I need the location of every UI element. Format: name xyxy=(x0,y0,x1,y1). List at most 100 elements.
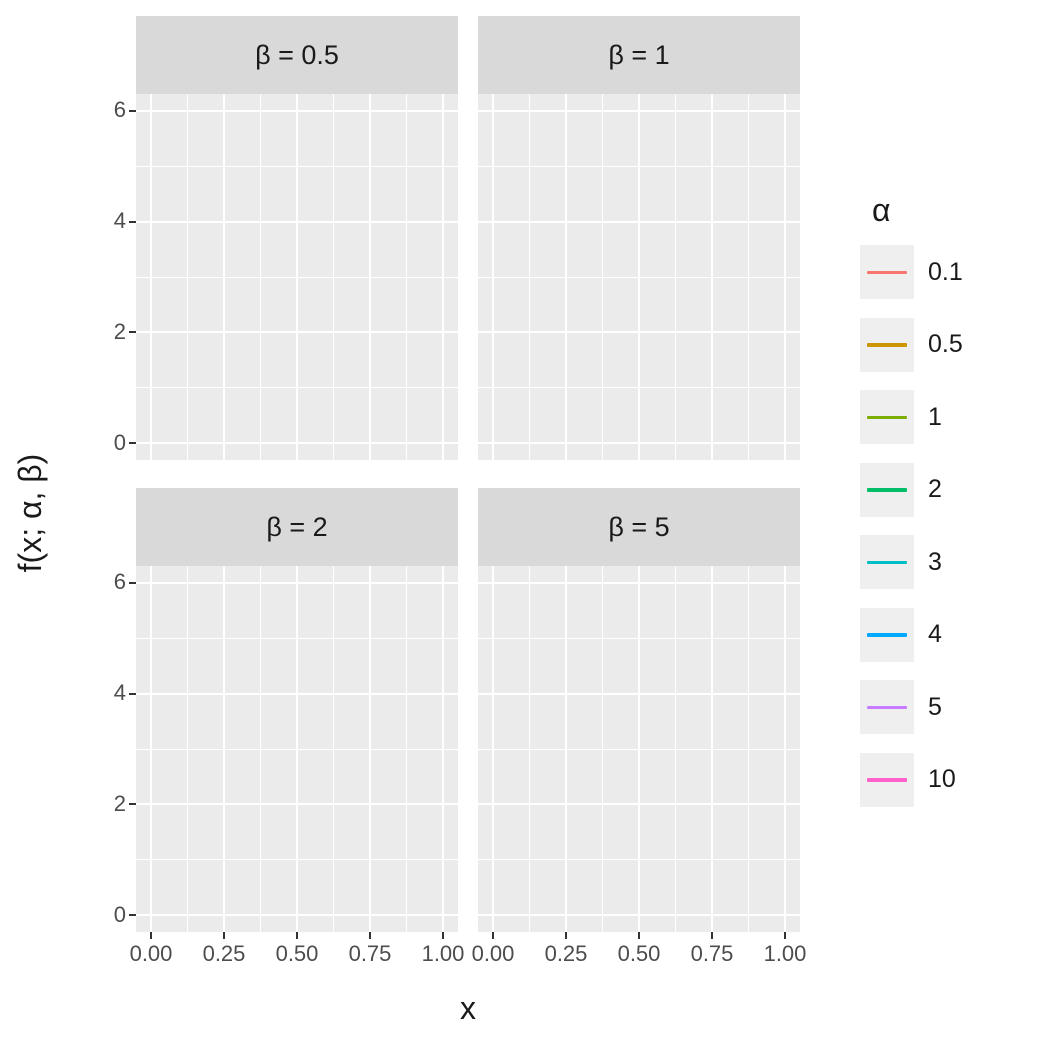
x-tick-label: 1.00 xyxy=(763,941,807,966)
legend-line-swatch xyxy=(867,343,907,347)
facet-panel-beta-2 xyxy=(136,566,458,932)
facet-strip-beta-1: β = 1 xyxy=(478,16,800,94)
gridline xyxy=(478,581,800,584)
axis-tick-mark xyxy=(150,932,153,939)
axis-tick-mark xyxy=(129,109,136,112)
gridline xyxy=(783,94,786,460)
legend-key xyxy=(860,462,914,517)
legend-key xyxy=(860,680,914,735)
gridline xyxy=(710,566,713,932)
facet-panel-beta-5 xyxy=(478,566,800,932)
facet-strip-beta-2: β = 2 xyxy=(136,488,458,566)
y-tick-label: 4 xyxy=(113,208,126,233)
gridline xyxy=(478,109,800,112)
legend-entry: 0.1 xyxy=(860,236,1045,309)
gridline xyxy=(478,331,800,334)
facet-strip-label: β = 5 xyxy=(608,511,670,542)
y-tick-label: 2 xyxy=(113,319,126,344)
legend-entry: 10 xyxy=(860,744,1045,817)
x-tick-label: 0.00 xyxy=(129,941,173,966)
legend-title: α xyxy=(872,192,891,228)
gridline xyxy=(783,566,786,932)
axis-tick-mark xyxy=(129,914,136,917)
axis-tick-mark xyxy=(129,220,136,223)
legend-entry-label: 0.5 xyxy=(928,330,963,359)
gridline xyxy=(478,220,800,223)
gridline xyxy=(136,581,458,584)
legend-key xyxy=(860,535,914,590)
legend-entry-label: 4 xyxy=(928,620,942,649)
gridline xyxy=(638,566,640,932)
legend-entry-label: 10 xyxy=(928,765,956,794)
gridline xyxy=(136,220,458,223)
legend: α 0.1 0.5 1 2 3 4 5 xyxy=(860,192,1045,816)
y-axis-title: f(x; α, β) xyxy=(12,453,48,573)
legend-entry-label: 5 xyxy=(928,692,942,721)
legend-key xyxy=(860,607,914,662)
gridline xyxy=(136,331,458,334)
y-tick-label: 4 xyxy=(113,680,126,705)
legend-entry: 3 xyxy=(860,526,1045,599)
x-tick-label: 0.50 xyxy=(617,941,661,966)
gridline xyxy=(492,94,495,460)
legend-entry: 0.5 xyxy=(860,309,1045,382)
legend-entry-label: 0.1 xyxy=(928,257,963,286)
legend-entry: 2 xyxy=(860,454,1045,527)
facet-panel-beta-1 xyxy=(478,94,800,460)
gridline xyxy=(492,566,495,932)
y-tick-label: 2 xyxy=(113,791,126,816)
legend-entry: 1 xyxy=(860,381,1045,454)
x-tick-label: 0.75 xyxy=(348,941,392,966)
x-tick-label: 1.00 xyxy=(421,941,465,966)
legend-key xyxy=(860,390,914,445)
gridline xyxy=(565,94,568,460)
y-tick-label: 6 xyxy=(113,97,126,122)
gridline xyxy=(296,94,298,460)
gridline xyxy=(478,914,800,917)
gridline xyxy=(478,803,800,806)
gridline xyxy=(441,94,444,460)
gridline xyxy=(150,94,153,460)
gridline xyxy=(136,442,458,445)
x-axis-title: x xyxy=(460,990,476,1026)
gridline xyxy=(136,803,458,806)
legend-line-swatch xyxy=(867,705,907,709)
gridline xyxy=(150,566,153,932)
gridline xyxy=(296,566,298,932)
legend-key xyxy=(860,317,914,372)
gridline xyxy=(478,692,800,695)
facet-strip-label: β = 1 xyxy=(608,39,670,70)
axis-tick-mark xyxy=(638,932,640,939)
axis-tick-mark xyxy=(441,932,444,939)
legend-entry: 4 xyxy=(860,599,1045,672)
x-tick-label: 0.75 xyxy=(690,941,734,966)
x-tick-label: 0.50 xyxy=(275,941,319,966)
legend-entry-label: 1 xyxy=(928,402,942,431)
gridline xyxy=(441,566,444,932)
gridline xyxy=(368,94,371,460)
x-tick-label: 0.25 xyxy=(544,941,588,966)
y-tick-label: 0 xyxy=(113,430,126,455)
axis-tick-mark xyxy=(129,692,136,695)
legend-line-swatch xyxy=(867,633,907,637)
legend-key xyxy=(860,752,914,807)
gridline xyxy=(223,566,226,932)
legend-line-swatch xyxy=(867,415,907,419)
axis-tick-mark xyxy=(565,932,568,939)
axis-tick-mark xyxy=(492,932,495,939)
legend-key xyxy=(860,245,914,300)
gridline xyxy=(638,94,640,460)
legend-line-swatch xyxy=(867,560,907,564)
x-tick-label: 0.25 xyxy=(202,941,246,966)
axis-tick-mark xyxy=(129,803,136,806)
facet-strip-label: β = 2 xyxy=(266,511,328,542)
gridline xyxy=(136,914,458,917)
gridline xyxy=(368,566,371,932)
y-tick-label: 0 xyxy=(113,902,126,927)
gridline xyxy=(223,94,226,460)
y-tick-label: 6 xyxy=(113,569,126,594)
gridline xyxy=(710,94,713,460)
axis-tick-mark xyxy=(710,932,713,939)
gridline xyxy=(478,442,800,445)
axis-tick-mark xyxy=(783,932,786,939)
